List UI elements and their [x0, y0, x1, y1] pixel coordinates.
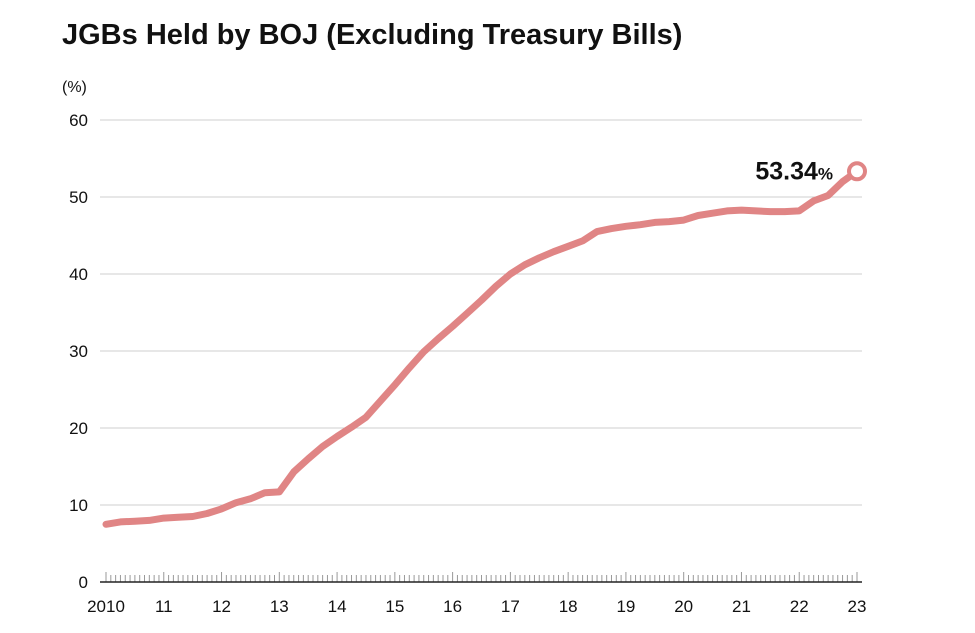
series-layer	[102, 167, 861, 528]
data-point	[596, 230, 598, 233]
x-tick-label-20: 20	[674, 597, 693, 616]
data-point	[769, 210, 772, 213]
x-tick-label-13: 13	[270, 597, 289, 616]
data-point	[552, 250, 555, 253]
end-value-unit: %	[818, 164, 833, 183]
x-tick-label-18: 18	[559, 597, 578, 616]
chart-title: JGBs Held by BOJ (Excluding Treasury Bil…	[62, 19, 682, 51]
gridlines	[100, 119, 862, 506]
data-point	[307, 458, 309, 460]
x-tick-label-16: 16	[443, 597, 462, 616]
data-point	[812, 200, 815, 202]
y-tick-label-60: 60	[69, 111, 88, 130]
y-tick-label-0: 0	[79, 573, 88, 592]
data-point	[480, 299, 483, 301]
data-point	[422, 350, 425, 353]
data-point	[451, 325, 454, 328]
y-tick-label-50: 50	[69, 188, 88, 207]
data-point	[365, 416, 367, 419]
y-tick-label-20: 20	[69, 419, 88, 438]
data-point	[437, 337, 439, 340]
data-point	[509, 273, 512, 275]
data-point	[350, 426, 353, 429]
y-axis-unit-label: (%)	[62, 79, 87, 96]
data-point	[740, 209, 743, 211]
data-point	[538, 257, 541, 259]
data-point	[394, 384, 396, 386]
data-point	[625, 225, 627, 228]
data-point	[682, 219, 685, 221]
y-tick-label-30: 30	[69, 342, 88, 361]
data-point	[105, 523, 107, 526]
data-point	[191, 515, 194, 518]
data-point	[134, 520, 136, 522]
data-point	[495, 285, 497, 288]
data-point	[711, 212, 714, 214]
y-tick-label-10: 10	[69, 496, 88, 515]
series-line-0	[102, 167, 861, 528]
data-point	[697, 214, 699, 217]
data-point	[567, 245, 569, 248]
data-point	[581, 240, 584, 242]
data-point	[264, 491, 266, 494]
data-point	[639, 223, 642, 226]
data-point	[119, 521, 122, 523]
x-tick-label-19: 19	[616, 597, 635, 616]
x-tick-label-15: 15	[385, 597, 404, 616]
end-value-label: 53.34%	[755, 157, 833, 185]
data-point	[220, 508, 223, 510]
x-tick-label-22: 22	[790, 597, 809, 616]
data-point	[755, 210, 757, 212]
data-point	[206, 512, 208, 515]
data-point	[148, 519, 151, 522]
data-point	[408, 367, 411, 369]
data-point	[336, 435, 338, 438]
data-point	[292, 471, 295, 473]
data-point	[466, 312, 468, 315]
x-axis-tick-labels: 2010 11 12 13 14 15 16 17 18 19 20 21 22 23	[87, 597, 866, 616]
end-value-number: 53.34	[755, 157, 818, 185]
data-point	[841, 180, 844, 183]
end-point-marker	[847, 161, 867, 182]
data-point	[668, 220, 671, 223]
data-point	[162, 517, 165, 519]
data-point	[249, 498, 252, 500]
y-axis-tick-labels: 0 10 20 30 40 50 60	[69, 111, 88, 592]
data-point	[798, 210, 801, 212]
data-point	[278, 491, 281, 493]
data-point	[654, 221, 656, 224]
x-tick-label-2010: 2010	[87, 597, 125, 616]
data-point	[726, 210, 728, 212]
data-point	[783, 210, 786, 213]
data-point	[177, 516, 180, 519]
x-axis-minor-ticks	[105, 572, 858, 582]
data-point	[379, 400, 382, 402]
x-tick-label-11: 11	[155, 597, 173, 616]
y-tick-label-40: 40	[69, 265, 88, 284]
x-tick-label-14: 14	[328, 597, 347, 616]
data-point	[235, 501, 237, 504]
x-tick-label-12: 12	[212, 597, 231, 616]
x-tick-label-17: 17	[501, 597, 520, 616]
data-point	[321, 445, 324, 448]
data-point	[610, 227, 613, 230]
x-tick-label-21: 21	[732, 597, 751, 616]
data-point	[827, 194, 829, 197]
data-point	[524, 263, 526, 266]
x-tick-label-23: 23	[848, 597, 867, 616]
annotation-layer: 53.34%	[755, 157, 867, 185]
